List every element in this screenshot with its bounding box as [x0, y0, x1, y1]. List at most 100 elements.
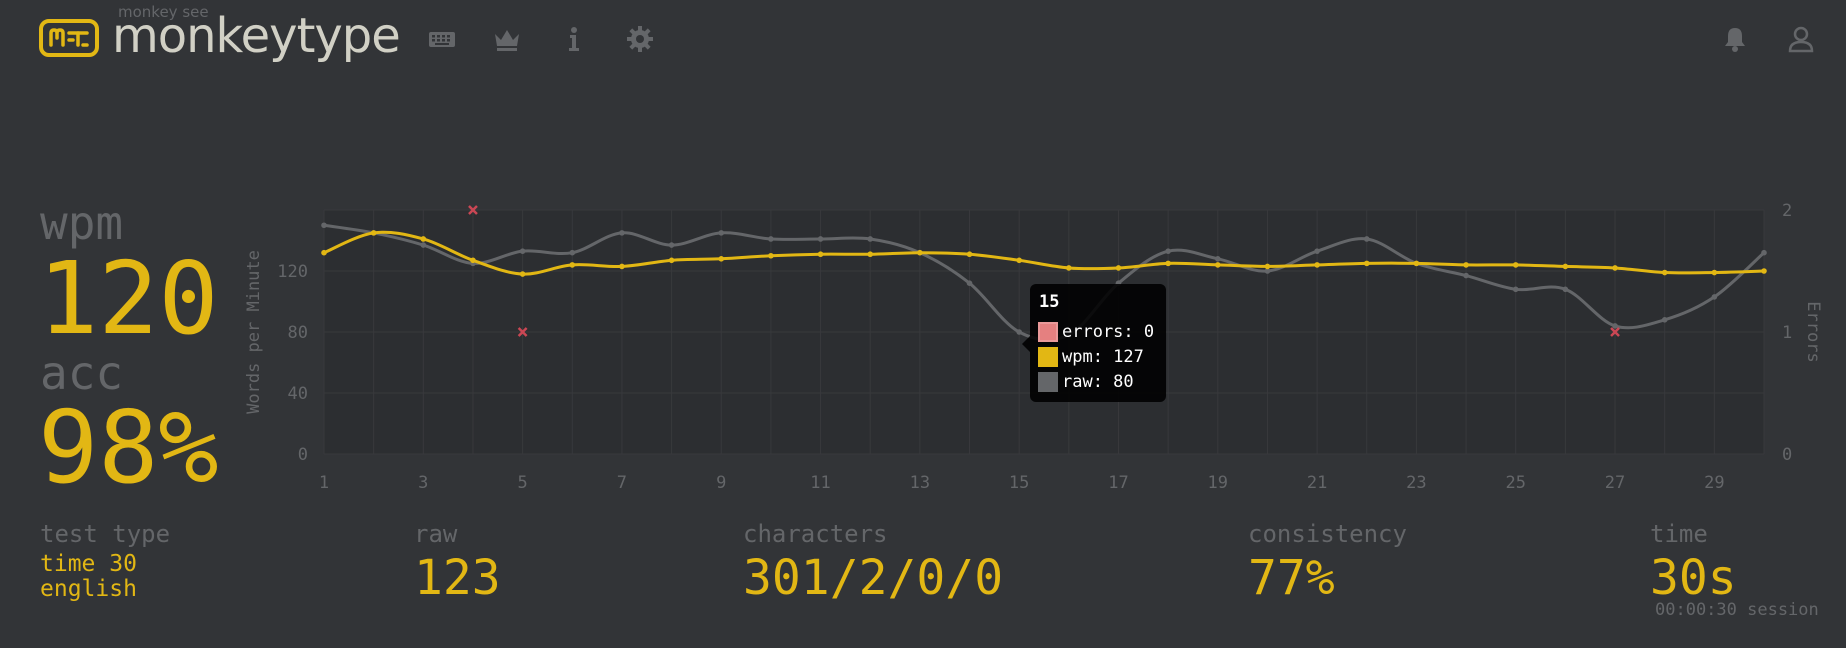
x-tick-label: 19: [1208, 473, 1228, 493]
raw-point: [1214, 255, 1221, 262]
wpm-point: [867, 251, 874, 258]
raw-point: [569, 249, 576, 256]
wpm-point: [668, 257, 675, 264]
raw-point: [321, 222, 327, 229]
consistency-label: consistency: [1248, 520, 1407, 548]
test-type-line1: time 30: [40, 551, 137, 577]
wpm-point: [1661, 269, 1668, 276]
raw-point: [420, 242, 427, 248]
raw-point: [1711, 294, 1718, 300]
raw-point: [1363, 236, 1370, 242]
x-tick-label: 25: [1505, 473, 1525, 493]
tooltip-caret: [1022, 336, 1030, 352]
wpm-swatch: [1038, 347, 1058, 367]
y2-tick-label: 0: [1782, 445, 1792, 465]
wpm-point: [917, 249, 923, 256]
wpm-value: 120: [38, 240, 219, 357]
tooltip-wpm-text: wpm: 127: [1062, 347, 1144, 367]
tooltip-title: 15: [1039, 292, 1060, 312]
monkeytype-logo-icon[interactable]: [38, 18, 100, 62]
crown-icon[interactable]: [492, 24, 522, 54]
chart-tooltip: 15 errors: 0 wpm: 127 raw: 80: [1022, 284, 1166, 402]
characters-value: 301/2/0/0: [743, 550, 1004, 606]
raw-point: [1165, 248, 1171, 254]
bell-icon[interactable]: [1720, 24, 1750, 54]
tooltip-wpm-row: wpm: 127: [1038, 347, 1144, 367]
raw-point: [619, 230, 625, 236]
raw-point: [1512, 286, 1519, 293]
raw-point: [519, 248, 526, 254]
raw-point: [718, 230, 725, 236]
y2-tick-label: 1: [1782, 323, 1792, 343]
x-tick-label: 9: [716, 473, 726, 493]
raw-point: [1264, 268, 1271, 274]
raw-point: [768, 236, 774, 242]
wpm-point: [1314, 262, 1320, 268]
wpm-point: [1016, 257, 1022, 264]
wpm-point: [519, 271, 526, 277]
wpm-label: wpm: [40, 196, 124, 250]
wpm-point: [1264, 263, 1271, 270]
wpm-point: [1165, 260, 1171, 267]
raw-swatch: [1038, 372, 1058, 392]
raw-point: [1661, 317, 1668, 323]
wpm-point: [1214, 262, 1221, 268]
raw-point: [1612, 323, 1618, 329]
test-type-line2: english: [40, 576, 137, 602]
raw-label: raw: [414, 520, 458, 548]
x-tick-label: 5: [517, 473, 527, 493]
x-tick-label: 11: [810, 473, 830, 493]
wpm-point: [768, 252, 774, 259]
error-marker: [468, 205, 478, 215]
wpm-point: [1363, 260, 1370, 267]
session-time: 00:00:30 session: [1655, 600, 1819, 620]
wpm-point: [370, 230, 377, 236]
characters-label: characters: [743, 520, 888, 548]
raw-value: 123: [414, 550, 501, 606]
raw-point: [1463, 272, 1469, 279]
wpm-point: [817, 251, 824, 258]
raw-point: [1314, 248, 1320, 254]
wpm-point: [1413, 260, 1420, 267]
test-type-label: test type: [40, 520, 171, 548]
y-axis-title: Words per Minute: [244, 250, 264, 414]
raw-point: [1016, 329, 1022, 335]
acc-label: acc: [40, 346, 124, 400]
user-icon[interactable]: [1786, 24, 1816, 54]
error-marker: [1610, 327, 1620, 337]
wpm-point: [569, 262, 576, 268]
gear-icon[interactable]: [625, 24, 655, 54]
wpm-point: [470, 257, 476, 264]
x-tick-label: 7: [617, 473, 627, 493]
wpm-point: [619, 263, 625, 270]
test-type-value[interactable]: time 30 english: [40, 552, 137, 602]
keyboard-icon[interactable]: [427, 24, 457, 54]
tooltip-raw-text: raw: 80: [1062, 372, 1134, 392]
wpm-point: [420, 236, 427, 242]
raw-point: [817, 236, 824, 242]
errors-swatch: [1038, 322, 1058, 342]
wpm-point: [718, 255, 725, 262]
y2-tick-label: 2: [1782, 201, 1792, 221]
x-tick-label: 27: [1605, 473, 1625, 493]
y-tick-label: 40: [288, 384, 308, 404]
consistency-value: 77%: [1248, 550, 1335, 606]
logo-text[interactable]: monkeytype: [112, 8, 401, 64]
y-tick-label: 80: [288, 323, 308, 343]
x-tick-label: 17: [1108, 473, 1128, 493]
wpm-point: [966, 251, 973, 258]
y-tick-label: 0: [298, 445, 308, 465]
wpm-point: [1562, 263, 1569, 270]
tooltip-raw-row: raw: 80: [1038, 372, 1134, 392]
wpm-point: [1512, 262, 1519, 268]
wpm-point: [1115, 265, 1122, 271]
wpm-line: [323, 230, 1765, 276]
info-icon[interactable]: [559, 24, 589, 54]
x-tick-label: 21: [1307, 473, 1327, 493]
x-tick-label: 1: [319, 473, 329, 493]
logo-tagline: monkey see: [118, 3, 209, 21]
x-tick-label: 29: [1704, 473, 1724, 493]
y-tick-label: 120: [277, 262, 308, 282]
raw-point: [966, 280, 973, 287]
x-tick-label: 13: [910, 473, 930, 493]
